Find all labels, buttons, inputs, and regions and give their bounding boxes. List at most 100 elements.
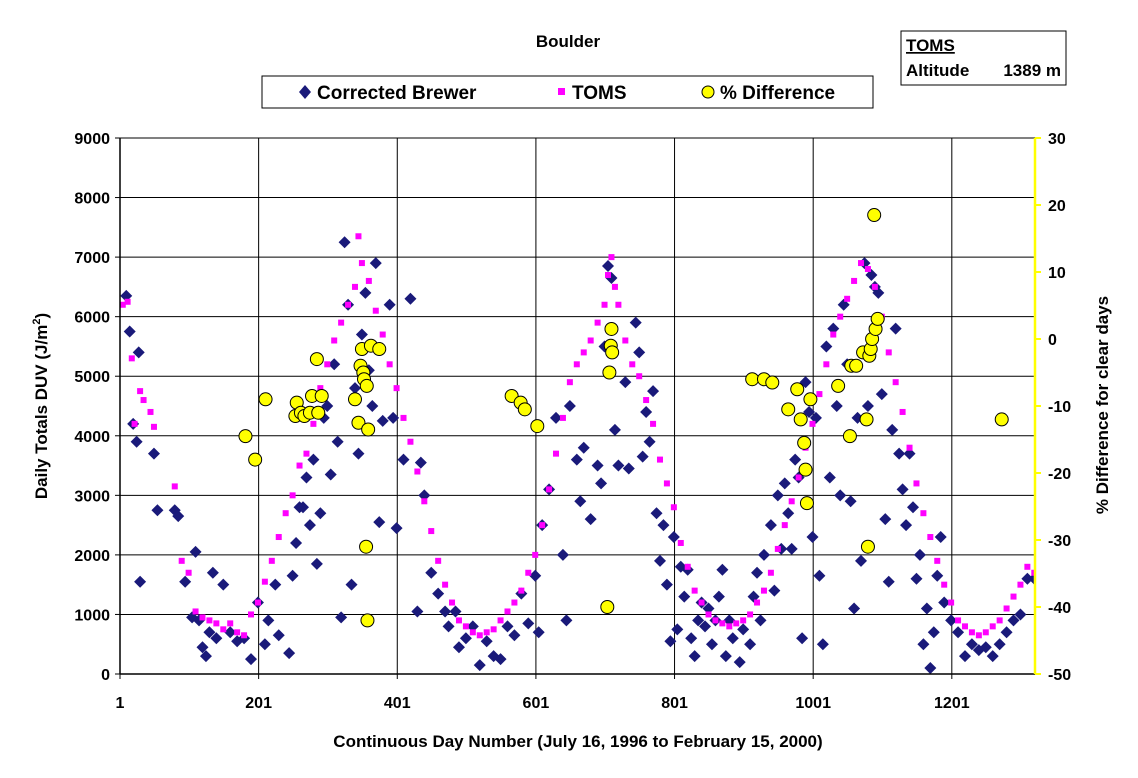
brewer-point xyxy=(660,578,673,591)
toms-point xyxy=(858,260,865,267)
brewer-point xyxy=(653,554,666,567)
toms-point xyxy=(615,301,622,308)
toms-point xyxy=(317,385,324,392)
toms-point xyxy=(345,301,352,308)
brewer-point xyxy=(716,563,729,576)
series-layer xyxy=(120,208,1035,674)
toms-point xyxy=(261,578,268,585)
brewer-point xyxy=(979,641,992,654)
brewer-point xyxy=(532,626,545,639)
difference-point xyxy=(604,321,619,336)
brewer-point xyxy=(719,650,732,663)
brewer-point xyxy=(439,605,452,618)
difference-point xyxy=(797,435,812,450)
x-axis-label: Continuous Day Number (July 16, 1996 to … xyxy=(333,732,822,751)
toms-point xyxy=(490,626,497,633)
toms-point xyxy=(996,617,1003,624)
difference-point xyxy=(745,372,760,387)
plot-area xyxy=(119,137,1036,675)
brewer-point xyxy=(123,325,136,338)
difference-point xyxy=(860,539,875,554)
toms-point xyxy=(650,420,657,427)
toms-point xyxy=(989,623,996,630)
brewer-point xyxy=(712,590,725,603)
y2-tick-label: -40 xyxy=(1048,600,1071,617)
toms-point xyxy=(927,534,934,541)
toms-point xyxy=(539,522,546,529)
brewer-point xyxy=(570,453,583,466)
toms-point xyxy=(754,599,761,606)
brewer-point xyxy=(352,447,365,460)
brewer-point xyxy=(355,328,368,341)
brewer-point xyxy=(785,542,798,555)
toms-point xyxy=(476,632,483,639)
toms-point xyxy=(428,528,435,535)
toms-point xyxy=(275,534,282,541)
legend: Corrected Brewer TOMS % Difference xyxy=(261,75,874,109)
brewer-point xyxy=(245,653,258,666)
difference-point xyxy=(602,365,617,380)
toms-point xyxy=(982,629,989,636)
y-tick-label: 3000 xyxy=(74,488,110,505)
brewer-point xyxy=(640,405,653,418)
toms-point xyxy=(566,379,573,386)
brewer-point xyxy=(782,507,795,520)
toms-point xyxy=(774,545,781,552)
x-tick-label: 1 xyxy=(116,695,125,712)
brewer-point xyxy=(397,453,410,466)
brewer-point xyxy=(1021,572,1034,585)
toms-point xyxy=(622,337,629,344)
toms-point xyxy=(455,617,462,624)
y2-axis-label: % Difference for clear days xyxy=(1093,296,1112,514)
toms-point xyxy=(1003,605,1010,612)
brewer-point xyxy=(751,566,764,579)
brewer-point xyxy=(283,647,296,660)
brewer-point xyxy=(848,602,861,615)
toms-point xyxy=(185,569,192,576)
brewer-point xyxy=(387,411,400,424)
brewer-point xyxy=(411,605,424,618)
gridlines xyxy=(120,137,1035,675)
toms-point xyxy=(1024,563,1031,570)
x-tick-label: 601 xyxy=(523,695,550,712)
toms-point xyxy=(663,480,670,487)
toms-point xyxy=(407,438,414,445)
toms-point xyxy=(497,617,504,624)
toms-point xyxy=(400,414,407,421)
difference-point xyxy=(360,613,375,628)
brewer-point xyxy=(286,569,299,582)
brewer-point xyxy=(945,614,958,627)
brewer-point xyxy=(556,548,569,561)
brewer-point xyxy=(986,650,999,663)
brewer-point xyxy=(602,260,614,273)
brewer-point xyxy=(522,617,535,630)
brewer-point xyxy=(414,456,427,469)
brewer-point xyxy=(647,385,660,398)
toms-point xyxy=(241,632,248,639)
toms-point xyxy=(656,456,663,463)
difference-point xyxy=(248,452,263,467)
toms-point xyxy=(747,611,754,618)
toms-point xyxy=(948,599,955,606)
difference-point xyxy=(849,358,864,373)
brewer-point xyxy=(619,376,632,389)
brewer-point xyxy=(622,462,635,475)
toms-point xyxy=(913,480,920,487)
brewer-point xyxy=(373,516,386,529)
brewer-point xyxy=(754,614,767,627)
brewer-point xyxy=(768,584,781,597)
y-axis-label-main: Daily Totals DUV (J/m xyxy=(32,325,51,499)
y-tick-label: 8000 xyxy=(74,191,110,208)
brewer-point xyxy=(151,504,164,517)
y2-tick-label: -50 xyxy=(1048,667,1071,684)
toms-point xyxy=(504,608,511,615)
brewer-point xyxy=(390,522,403,535)
toms-point xyxy=(941,581,948,588)
difference-point xyxy=(799,496,814,511)
y2-tick-label: -20 xyxy=(1048,466,1071,483)
difference-point xyxy=(359,539,374,554)
x-tick-label: 401 xyxy=(384,695,411,712)
brewer-point xyxy=(699,620,712,633)
info-box-title: TOMS xyxy=(906,36,955,55)
brewer-point xyxy=(893,447,906,460)
